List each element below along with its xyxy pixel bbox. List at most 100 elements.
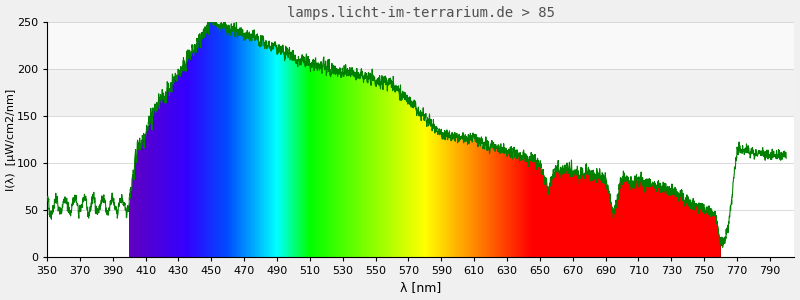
Bar: [554, 169, 556, 257]
Bar: [679, 196, 680, 257]
Bar: [445, 134, 446, 257]
Bar: [172, 79, 174, 257]
Bar: [396, 90, 397, 257]
Bar: [716, 218, 717, 257]
Bar: [261, 45, 262, 257]
Bar: [158, 97, 159, 257]
Bar: [602, 179, 603, 257]
Bar: [323, 60, 324, 257]
Bar: [402, 97, 403, 257]
Bar: [475, 140, 476, 257]
Bar: [137, 142, 138, 257]
Bar: [235, 31, 236, 257]
Bar: [313, 63, 314, 257]
Bar: [503, 149, 504, 257]
Bar: [371, 74, 372, 257]
Bar: [381, 82, 382, 257]
Bar: [580, 172, 581, 257]
Bar: [211, 22, 212, 257]
Bar: [322, 66, 323, 257]
Bar: [401, 96, 402, 257]
Bar: [536, 169, 537, 257]
Bar: [442, 138, 443, 257]
Bar: [183, 58, 184, 257]
Bar: [469, 143, 470, 257]
Bar: [203, 31, 204, 257]
Bar: [348, 74, 350, 257]
Bar: [628, 180, 629, 257]
Bar: [197, 42, 198, 257]
Bar: [259, 46, 261, 257]
Bar: [626, 177, 627, 257]
Bar: [248, 38, 249, 257]
Bar: [275, 44, 276, 257]
Bar: [539, 166, 540, 257]
Bar: [157, 107, 158, 257]
Bar: [226, 34, 227, 257]
Bar: [594, 175, 595, 257]
Bar: [552, 177, 553, 257]
Bar: [511, 154, 512, 257]
Bar: [454, 133, 455, 257]
Bar: [439, 130, 440, 257]
Bar: [411, 106, 412, 257]
Bar: [130, 188, 131, 257]
Bar: [300, 62, 301, 257]
Bar: [154, 105, 155, 257]
Bar: [395, 89, 396, 257]
Bar: [669, 189, 670, 257]
Bar: [186, 54, 187, 257]
Bar: [701, 206, 702, 257]
Bar: [561, 169, 562, 257]
Bar: [400, 91, 401, 257]
Bar: [285, 52, 286, 257]
Bar: [312, 61, 313, 257]
Bar: [298, 59, 299, 257]
Bar: [702, 206, 703, 257]
Bar: [334, 67, 335, 257]
Bar: [241, 32, 242, 257]
Bar: [670, 194, 672, 257]
Bar: [223, 24, 224, 257]
Bar: [165, 95, 166, 257]
Bar: [199, 38, 200, 257]
Bar: [551, 178, 552, 257]
Bar: [378, 79, 379, 257]
Bar: [355, 75, 356, 257]
Bar: [549, 188, 550, 257]
Bar: [490, 144, 491, 257]
Bar: [558, 171, 559, 257]
Bar: [530, 159, 531, 257]
Bar: [380, 82, 381, 257]
Bar: [297, 60, 298, 257]
Bar: [554, 174, 555, 257]
Bar: [473, 133, 474, 257]
Bar: [595, 179, 596, 257]
Bar: [133, 172, 134, 257]
Bar: [514, 154, 515, 257]
Bar: [394, 88, 395, 257]
Bar: [397, 90, 398, 257]
Bar: [254, 40, 255, 257]
Bar: [277, 54, 278, 257]
Bar: [540, 166, 541, 257]
Bar: [160, 96, 161, 257]
Bar: [419, 112, 420, 257]
Bar: [164, 98, 165, 257]
Bar: [570, 169, 571, 257]
Bar: [347, 70, 349, 257]
Bar: [521, 156, 522, 257]
Bar: [523, 155, 525, 257]
Bar: [184, 65, 185, 257]
Bar: [586, 166, 587, 257]
Bar: [353, 74, 354, 257]
Bar: [487, 149, 488, 257]
Bar: [479, 140, 480, 257]
Bar: [305, 65, 306, 257]
Bar: [686, 195, 687, 257]
Bar: [426, 126, 427, 257]
Bar: [377, 79, 378, 257]
Bar: [520, 158, 521, 257]
Bar: [374, 83, 375, 257]
Bar: [386, 81, 387, 257]
